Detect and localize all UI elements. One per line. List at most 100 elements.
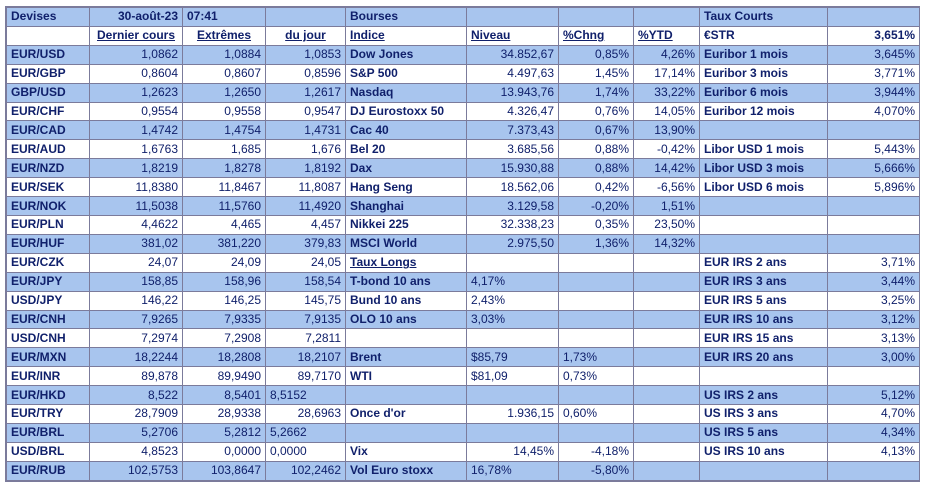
index-chng: 0,67% (558, 120, 634, 141)
header-row: Devises 30-août-23 07:41 Bourses Taux Co… (6, 7, 920, 27)
us-irs-value: 4,13% (827, 441, 920, 462)
fx-last: 381,02 (89, 233, 183, 254)
index-chng: -0,20% (558, 196, 634, 216)
fx-low: 11,4920 (265, 196, 346, 216)
rate-name: Euribor 12 mois (699, 101, 828, 122)
empty-cell (633, 271, 700, 292)
irs-name: EUR IRS 20 ans (699, 347, 828, 368)
fx-high: 7,2908 (182, 328, 266, 349)
fx-pair: EUR/SEK (6, 177, 90, 198)
fx-high: 0,8607 (182, 63, 266, 84)
index-name: S&P 500 (345, 63, 467, 84)
empty-cell (699, 366, 828, 387)
fx-high: 1,2650 (182, 82, 266, 103)
index-ytd: 14,32% (633, 233, 700, 254)
irs-name: EUR IRS 5 ans (699, 290, 828, 311)
index-ytd: 14,42% (633, 158, 700, 179)
table-row: EUR/MXN 18,2244 18,2808 18,2107 Brent $85,79… (6, 347, 920, 368)
fx-high: 11,8467 (182, 177, 266, 198)
fx-last: 1,0862 (89, 44, 183, 65)
index-level: 32.338,23 (466, 214, 559, 235)
fx-last: 4,4622 (89, 214, 183, 235)
fx-pair: EUR/HKD (6, 385, 90, 406)
table-row: EUR/TRY 28,7909 28,9338 28,6963 Once d'or 1.… (6, 404, 920, 424)
empty-cell (633, 385, 700, 406)
fx-low: 1,4731 (265, 120, 346, 141)
commodity-chng: 0,60% (558, 404, 634, 424)
us-irs-name: US IRS 5 ans (699, 422, 828, 443)
commodity-value: 16,78% (466, 460, 559, 482)
fx-pair: EUR/GBP (6, 63, 90, 84)
empty-cell (633, 460, 700, 482)
header-empty (558, 7, 634, 27)
index-level: 2.975,50 (466, 233, 559, 254)
fx-pair: EUR/TRY (6, 404, 90, 424)
commodity-name: Vix (345, 441, 467, 462)
taux-courts-title: Taux Courts (699, 7, 828, 27)
empty-cell (466, 422, 559, 443)
table-row: EUR/HKD 8,522 8,5401 8,5152 US IRS 2 ans 5,1… (6, 385, 920, 406)
fx-high: 1,0884 (182, 44, 266, 65)
fx-low: 8,5152 (265, 385, 346, 406)
market-data-table: Devises 30-août-23 07:41 Bourses Taux Co… (6, 7, 920, 482)
index-level: 3.129,58 (466, 196, 559, 216)
header-empty (265, 7, 346, 27)
table-row: EUR/CAD 1,4742 1,4754 1,4731 Cac 40 7.373,43… (6, 120, 920, 141)
table-row: EUR/AUD 1,6763 1,685 1,676 Bel 20 3.685,56 0,… (6, 139, 920, 160)
rate-value: 3,645% (827, 44, 920, 65)
index-name: MSCI World (345, 233, 467, 254)
bond-name: OLO 10 ans (345, 309, 467, 330)
column-header-row: Dernier cours Extrêmes du jour Indice Ni… (6, 25, 920, 46)
rate-value: 5,666% (827, 158, 920, 179)
index-level: 18.562,06 (466, 177, 559, 198)
fx-high: 0,9558 (182, 101, 266, 122)
us-irs-value: 4,34% (827, 422, 920, 443)
empty-cell (827, 460, 920, 482)
rate-value: 3,771% (827, 63, 920, 84)
col-dernier-cours: Dernier cours (89, 25, 183, 46)
commodity-name: Vol Euro stoxx (345, 460, 467, 482)
us-irs-name: US IRS 10 ans (699, 441, 828, 462)
fx-high: 8,5401 (182, 385, 266, 406)
rate-value: 5,896% (827, 177, 920, 198)
fx-last: 102,5753 (89, 460, 183, 482)
fx-last: 5,2706 (89, 422, 183, 443)
fx-last: 89,878 (89, 366, 183, 387)
index-name: Bel 20 (345, 139, 467, 160)
fx-last: 1,8219 (89, 158, 183, 179)
irs-value: 3,12% (827, 309, 920, 330)
table-row: EUR/NOK 11,5038 11,5760 11,4920 Shanghai 3.1… (6, 196, 920, 216)
rate-name: Libor USD 1 mois (699, 139, 828, 160)
fx-last: 1,4742 (89, 120, 183, 141)
index-chng: 0,85% (558, 44, 634, 65)
irs-value: 3,25% (827, 290, 920, 311)
fx-high: 5,2812 (182, 422, 266, 443)
report-date: 30-août-23 (89, 7, 183, 27)
irs-value: 3,44% (827, 271, 920, 292)
commodity-value: 14,45% (466, 441, 559, 462)
empty-cell (633, 441, 700, 462)
irs-name: EUR IRS 15 ans (699, 328, 828, 349)
index-chng: 0,42% (558, 177, 634, 198)
fx-low: 1,2617 (265, 82, 346, 103)
fx-high: 1,8278 (182, 158, 266, 179)
irs-value: 3,13% (827, 328, 920, 349)
table-row: USD/BRL 4,8523 0,0000 0,0000 Vix 14,45% -4,18… (6, 441, 920, 462)
index-name: Nasdaq (345, 82, 467, 103)
fx-pair: EUR/INR (6, 366, 90, 387)
rate-value: 4,070% (827, 101, 920, 122)
index-level: 34.852,67 (466, 44, 559, 65)
fx-high: 28,9338 (182, 404, 266, 424)
fx-pair: EUR/RUB (6, 460, 90, 482)
empty-cell (699, 196, 828, 216)
empty-cell (558, 328, 634, 349)
fx-low: 5,2662 (265, 422, 346, 443)
index-ytd: 33,22% (633, 82, 700, 103)
irs-name: EUR IRS 10 ans (699, 309, 828, 330)
empty-cell (827, 196, 920, 216)
rate-name: Euribor 6 mois (699, 82, 828, 103)
estr-value: 3,651% (827, 25, 920, 46)
index-chng: 1,36% (558, 233, 634, 254)
commodity-value: $81,09 (466, 366, 559, 387)
empty-cell (345, 385, 467, 406)
